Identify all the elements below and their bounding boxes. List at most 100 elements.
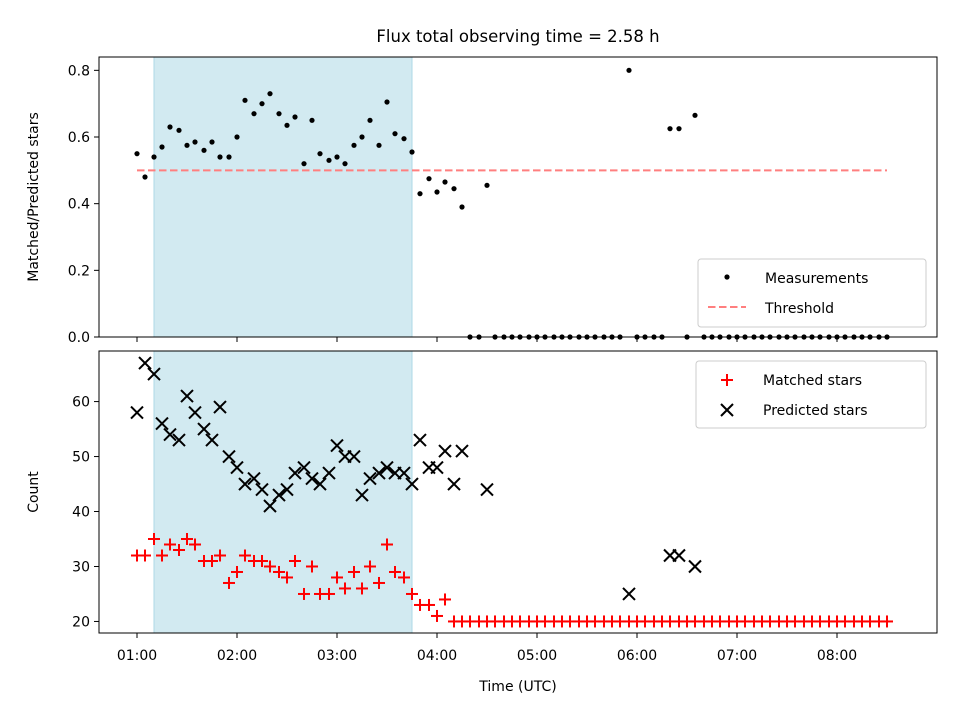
measurement-point [434,189,440,195]
predicted-star-point [222,449,236,464]
measurement-point [692,112,698,118]
predicted-star-point [263,499,277,513]
y-tick-label: 20 [72,614,90,630]
measurement-point [184,142,190,148]
measurement-point [367,117,373,123]
matched-star-point [164,538,176,551]
count-legend: Matched stars Predicted stars [695,360,927,429]
y-tick-label: 50 [72,450,90,466]
predicted-star-point [330,438,344,453]
measurement-point [284,122,290,128]
predicted-star-point [238,477,252,491]
predicted-star-point [622,587,636,601]
matched-star-point [356,582,368,595]
predicted-star-point [313,477,327,491]
legend-marker-matched [721,374,733,386]
ratio-y-ticks: 0.0 0.2 0.4 0.6 0.8 [68,63,99,346]
predicted-star-point [363,471,377,486]
matched-star-point [231,565,243,578]
predicted-star-point [172,433,186,447]
predicted-star-point [155,416,169,431]
matched-star-point [406,587,418,600]
measurement-point [192,139,198,145]
matched-star-point [148,533,160,545]
predicted-star-point [138,356,152,370]
matched-star-point [331,571,343,584]
predicted-star-point [355,488,369,502]
predicted-star-point [272,488,286,502]
measurement-point [292,114,298,120]
matched-star-point [348,565,360,578]
measurement-point [334,154,340,160]
legend-label-matched: Matched stars [763,373,862,389]
y-tick-label: 0.6 [68,130,90,146]
x-tick-label: 04:00 [417,648,457,664]
legend-marker-measurements [724,274,730,280]
measurement-point [359,134,365,140]
y-tick-label: 0.8 [68,63,90,79]
measurement-point [251,111,257,117]
legend-label-threshold: Threshold [764,301,834,317]
measurement-point [259,101,265,107]
predicted-star-point [447,477,461,491]
predicted-star-point [288,466,302,480]
y-tick-label: 30 [72,559,90,575]
matched-star-point [431,609,443,622]
observing-window-shade [153,56,413,338]
predicted-star-point [305,471,319,486]
matched-star-point [881,615,893,628]
matched-star-point [239,549,251,562]
legend-label-measurements: Measurements [765,271,868,287]
measurement-point [351,142,357,148]
predicted-star-point [455,444,469,458]
matched-star-point [223,576,235,589]
matched-star-point [439,593,451,606]
predicted-star-point [147,367,161,381]
x-tick-label: 08:00 [817,648,857,664]
predicted-star-point [397,466,411,480]
x-tick-label: 02:00 [217,648,257,664]
measurement-point [176,127,182,133]
matched-star-point [189,538,201,551]
measurement-point [242,97,248,103]
measurement-point [142,174,148,180]
ratio-axes-frame [98,56,938,338]
predicted-star-point [130,405,144,420]
matched-star-point [281,571,293,584]
x-tick-label: 07:00 [717,648,757,664]
x-tick-label: 01:00 [117,648,157,664]
matched-star-point [298,587,310,600]
predicted-star-point [163,427,177,442]
matched-star-point [139,549,151,562]
predicted-star-point [688,559,702,574]
count-legend-box [695,360,927,429]
ratio-legend-box [697,258,927,328]
matched-star-point [256,554,268,567]
measurement-point [676,126,682,132]
measurement-point [267,91,273,97]
predicted-star-point [230,460,244,475]
y-tick-label: 60 [72,395,90,411]
measurement-point [167,124,173,130]
y-tick-label: 0.4 [68,197,90,213]
matched-star-point [156,549,168,562]
matched-star-point [373,576,385,589]
measurement-point [376,142,382,148]
ratio-x-ticks [136,337,838,342]
predicted-star-point [255,482,269,497]
predicted-star-point [322,466,336,480]
chart-title: Flux total observing time = 2.58 h [376,27,659,46]
measurement-point [134,151,140,157]
ratio-legend: Measurements Threshold [697,258,927,328]
measurement-point [484,182,490,188]
x-tick-label: 06:00 [617,648,657,664]
count-panel: 20 30 40 50 60 01:00 02:00 03:00 04:00 05:00 06:0… [26,350,938,695]
matched-star-point [264,560,276,573]
measurement-point [317,151,323,157]
x-tick-label: 05:00 [517,648,557,664]
predicted-star-point [380,460,394,475]
measurement-point [276,111,282,117]
measurement-point [442,179,448,185]
measurement-point [151,154,157,160]
matched-star-point [306,560,318,573]
